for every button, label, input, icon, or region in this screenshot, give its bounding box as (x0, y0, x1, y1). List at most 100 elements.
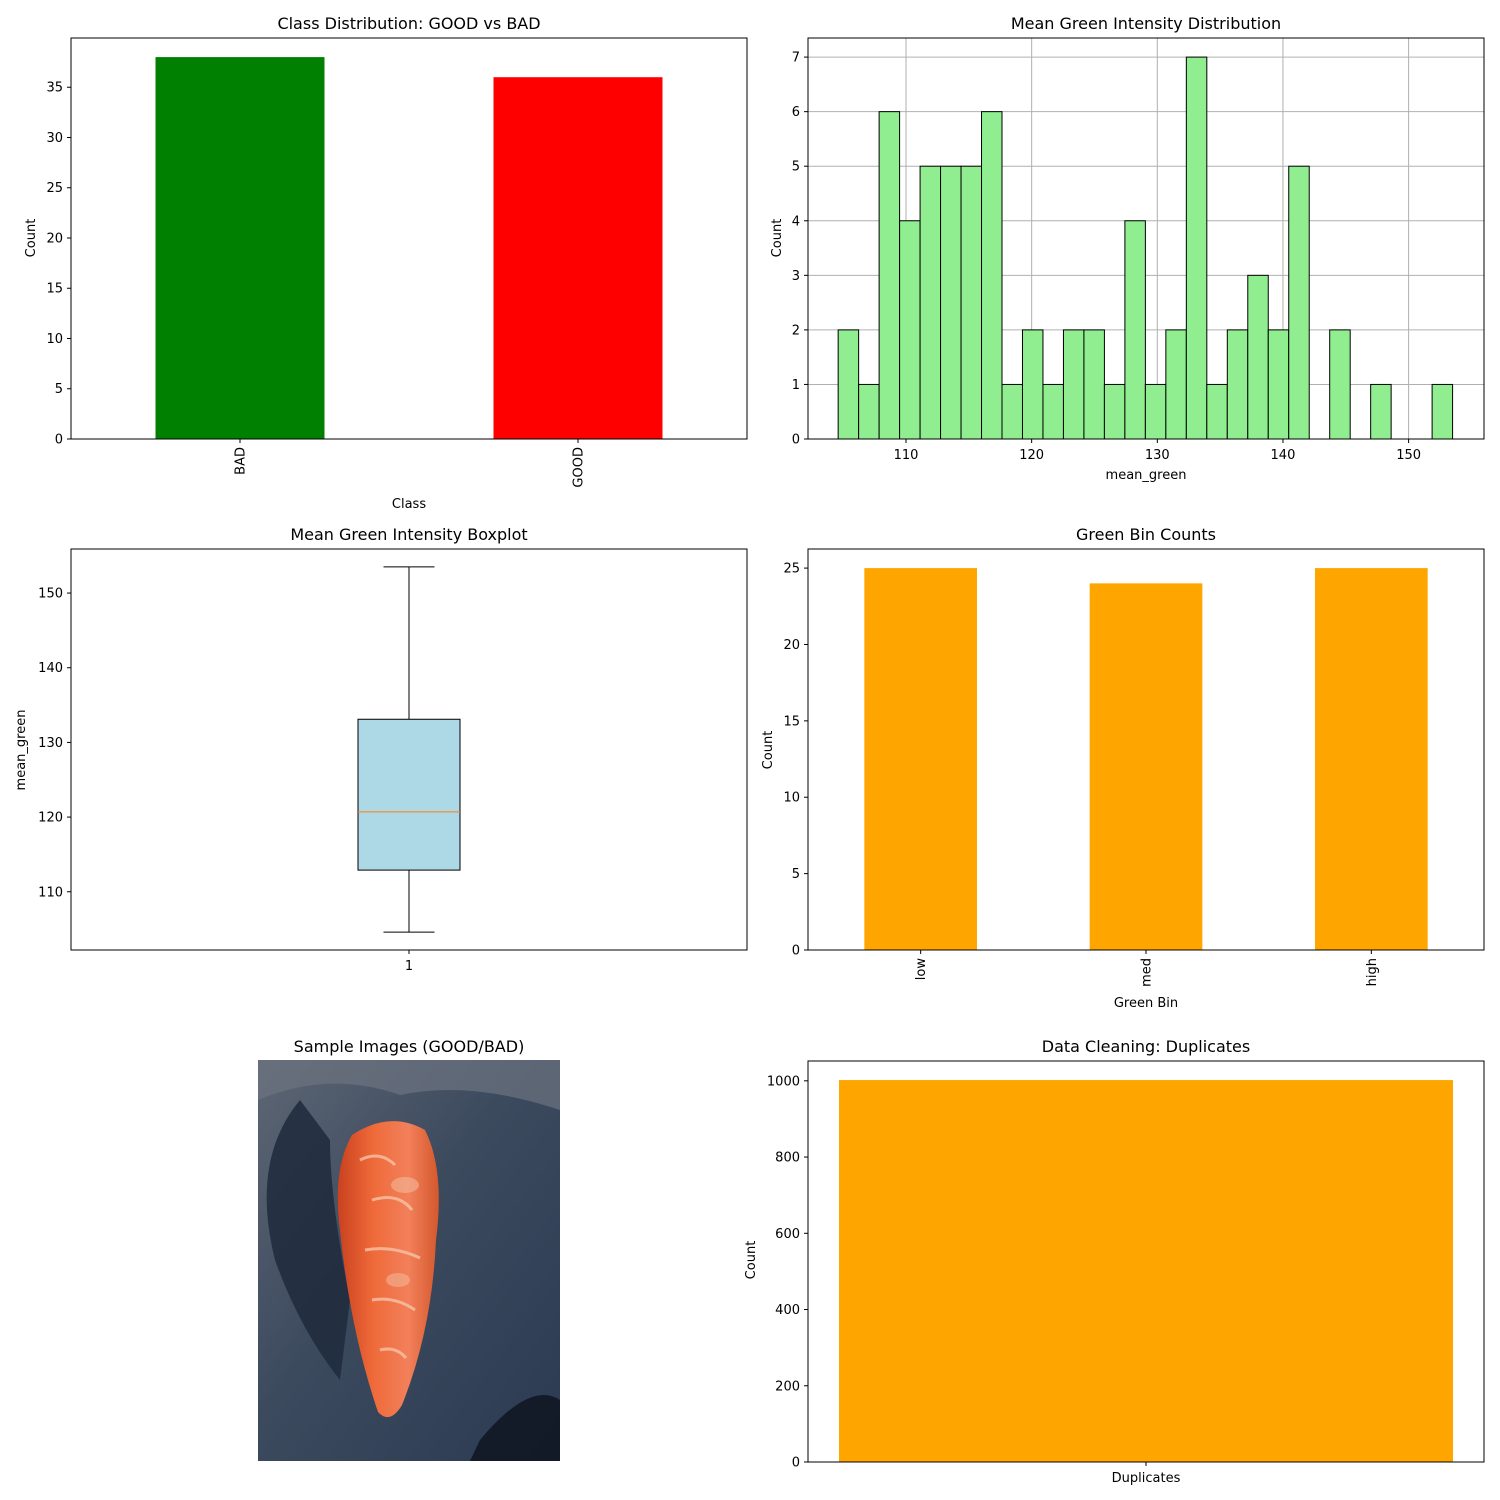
y-axis-label: mean_green (14, 710, 29, 791)
y-tick-label: 120 (38, 811, 63, 826)
image-title: Sample Images (GOOD/BAD) (294, 1037, 525, 1056)
axes-frame (807, 37, 1485, 440)
axes-frame (70, 548, 748, 951)
y-tick-label: 15 (46, 282, 63, 297)
histogram-bar (1226, 329, 1249, 440)
y-tick-label: 5 (792, 867, 800, 882)
histogram-bar (1206, 383, 1228, 440)
y-axis-label: Count (24, 219, 39, 258)
y-axis-label: Count (744, 1241, 759, 1280)
class-distribution-chart: Class Distribution: GOOD vs BAD Class Co… (24, 14, 748, 512)
bar (839, 1080, 1453, 1462)
histogram-bar (1267, 329, 1290, 440)
histogram-bar (858, 383, 880, 440)
chart-title: Mean Green Intensity Boxplot (290, 525, 527, 544)
histogram-bar (1042, 383, 1064, 440)
y-tick-label: 30 (46, 131, 63, 146)
y-tick-label: 5 (792, 160, 800, 175)
histogram-bar (878, 111, 901, 440)
histogram-bar (1021, 329, 1044, 440)
y-tick-label: 400 (775, 1303, 800, 1318)
histogram-bar (960, 165, 983, 440)
y-tick-label: 25 (783, 562, 800, 577)
chart-title: Class Distribution: GOOD vs BAD (277, 14, 540, 33)
mean-green-histogram: Mean Green Intensity Distribution mean_g… (770, 14, 1485, 483)
bar (493, 77, 663, 439)
x-tick-label: 1 (405, 959, 413, 974)
histogram-bar (1185, 56, 1208, 440)
chart-title: Mean Green Intensity Distribution (1011, 14, 1281, 33)
x-tick-label: high (1365, 958, 1380, 986)
x-tick-label: 110 (894, 448, 919, 463)
histogram-bar (1083, 329, 1105, 440)
y-tick-label: 7 (792, 51, 800, 66)
x-tick-label: 130 (1145, 448, 1170, 463)
x-tick-label: BAD (234, 447, 249, 475)
y-tick-label: 150 (38, 587, 63, 602)
y-tick-label: 5 (55, 382, 63, 397)
sample-image-panel: Sample Images (GOOD/BAD) (258, 1037, 560, 1461)
x-axis-label: Green Bin (1114, 996, 1178, 1011)
histogram-bar (1124, 220, 1146, 440)
histogram-bar (1144, 383, 1167, 440)
y-tick-label: 0 (792, 433, 800, 448)
histogram-bar (1103, 383, 1126, 440)
duplicates-chart: Data Cleaning: Duplicates Count 0 200 400 6… (744, 1037, 1485, 1486)
y-tick-label: 15 (783, 714, 800, 729)
bar (1089, 583, 1203, 950)
histogram-bar (919, 165, 942, 440)
x-axis-label: Class (392, 497, 426, 512)
y-tick-label: 2 (792, 323, 800, 338)
y-tick-label: 10 (783, 791, 800, 806)
histogram-bar (1329, 329, 1351, 440)
histogram-bar (1288, 165, 1310, 440)
axes-frame (807, 1060, 1485, 1463)
carrot-photo (258, 1060, 560, 1461)
histogram-bar (837, 329, 860, 440)
bar (864, 568, 977, 950)
x-tick-label: GOOD (572, 447, 587, 488)
box (357, 718, 461, 871)
y-tick-label: 10 (46, 332, 63, 347)
y-axis-label: Count (761, 731, 776, 770)
axes-frame (807, 548, 1485, 951)
axes-frame (70, 37, 748, 440)
chart-title: Data Cleaning: Duplicates (1042, 1037, 1250, 1056)
y-tick-label: 800 (775, 1151, 800, 1166)
histogram-bar (1431, 383, 1454, 440)
y-tick-label: 0 (792, 944, 800, 959)
y-tick-label: 0 (792, 1456, 800, 1471)
y-tick-label: 35 (46, 81, 63, 96)
x-tick-label: Duplicates (1112, 1471, 1181, 1486)
y-tick-label: 0 (55, 433, 63, 448)
histogram-bar (1001, 383, 1023, 440)
y-tick-label: 600 (775, 1227, 800, 1242)
x-tick-label: 120 (1019, 448, 1044, 463)
y-tick-label: 3 (792, 269, 800, 284)
x-tick-label: 150 (1396, 448, 1421, 463)
x-tick-label: 140 (1271, 448, 1296, 463)
green-bin-counts-chart: Green Bin Counts Green Bin Count 0 5 10 15 2… (761, 525, 1485, 1011)
histogram-bar (940, 165, 962, 440)
histogram-bar (1062, 329, 1085, 440)
y-axis-label: Count (770, 219, 785, 258)
bar (155, 57, 325, 439)
y-tick-label: 4 (792, 214, 800, 229)
y-tick-label: 1000 (767, 1074, 800, 1089)
histogram-bar (1165, 329, 1187, 440)
y-tick-label: 20 (783, 638, 800, 653)
histogram-bar (1247, 274, 1269, 440)
y-tick-label: 25 (46, 181, 63, 196)
y-tick-label: 20 (46, 231, 63, 246)
y-tick-label: 200 (775, 1379, 800, 1394)
mean-green-boxplot: Mean Green Intensity Boxplot mean_green … (14, 525, 748, 974)
histogram-bar (981, 111, 1003, 440)
y-tick-label: 140 (38, 661, 63, 676)
x-tick-label: med (1140, 958, 1155, 987)
histogram-bar (1370, 383, 1392, 440)
chart-title: Green Bin Counts (1076, 525, 1216, 544)
y-tick-label: 110 (38, 885, 63, 900)
x-axis-label: mean_green (1106, 468, 1187, 483)
y-tick-label: 1 (792, 378, 800, 393)
